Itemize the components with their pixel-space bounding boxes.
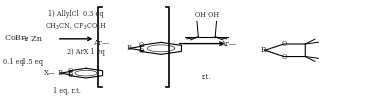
Text: 0.1 eq: 0.1 eq bbox=[3, 58, 24, 66]
Text: X—: X— bbox=[44, 69, 56, 77]
Text: B: B bbox=[127, 44, 132, 52]
Text: O: O bbox=[282, 53, 287, 61]
Text: 2) ArX 1 eq: 2) ArX 1 eq bbox=[67, 48, 105, 56]
Text: O: O bbox=[139, 41, 144, 49]
Text: CH$_3$CN, CF$_3$CO$_2$H: CH$_3$CN, CF$_3$CO$_2$H bbox=[45, 21, 107, 32]
Text: O: O bbox=[282, 40, 287, 48]
Text: O: O bbox=[68, 67, 73, 75]
Text: B: B bbox=[58, 69, 63, 77]
Text: r.t.: r.t. bbox=[202, 73, 211, 81]
Text: Ar—: Ar— bbox=[93, 39, 109, 47]
Text: O: O bbox=[139, 47, 144, 55]
Text: + Zn: + Zn bbox=[22, 35, 42, 43]
Text: B: B bbox=[261, 46, 266, 54]
Text: OH OH: OH OH bbox=[195, 11, 219, 19]
Text: 1.5 eq: 1.5 eq bbox=[22, 58, 43, 66]
Text: O: O bbox=[68, 71, 73, 79]
Text: CoBr$_2$: CoBr$_2$ bbox=[4, 34, 29, 44]
Text: 1 eq, r.t.: 1 eq, r.t. bbox=[53, 87, 81, 95]
Text: Ar—: Ar— bbox=[220, 40, 237, 48]
Text: 1) AllylCl  0.3 eq: 1) AllylCl 0.3 eq bbox=[48, 10, 104, 18]
